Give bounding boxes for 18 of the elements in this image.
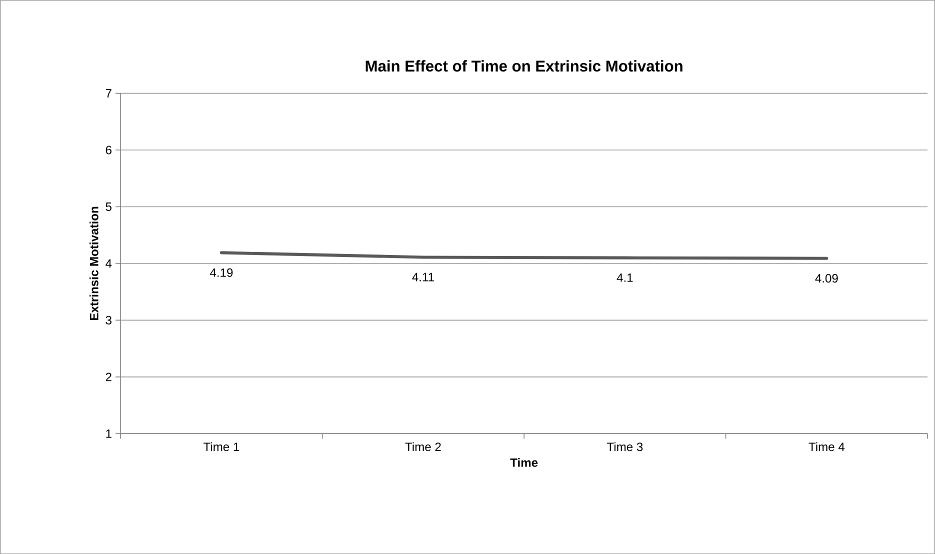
data-label: 4.1 xyxy=(616,273,633,282)
y-axis-title: Extrinsic Motivation xyxy=(90,206,98,320)
y-tick-label: 3 xyxy=(106,316,112,324)
y-tick-label: 7 xyxy=(106,89,112,98)
y-tick-label: 6 xyxy=(106,146,112,154)
x-tick-label: Time 2 xyxy=(405,442,441,452)
data-label: 4.11 xyxy=(412,272,434,282)
data-label: 4.09 xyxy=(815,274,838,282)
y-tick-label: 1 xyxy=(106,429,112,438)
x-tick-label: Time 3 xyxy=(606,442,643,452)
x-tick-label: Time 1 xyxy=(204,442,240,452)
x-tick-label: Time 4 xyxy=(808,442,845,452)
y-tick-label: 5 xyxy=(106,202,112,211)
y-tick-label: 4 xyxy=(106,259,112,268)
y-tick-label: 2 xyxy=(106,372,112,382)
x-axis-title: Time xyxy=(510,458,538,467)
data-label: 4.19 xyxy=(210,268,233,277)
chart-title: Main Effect of Time on Extrinsic Motivation xyxy=(366,60,682,72)
